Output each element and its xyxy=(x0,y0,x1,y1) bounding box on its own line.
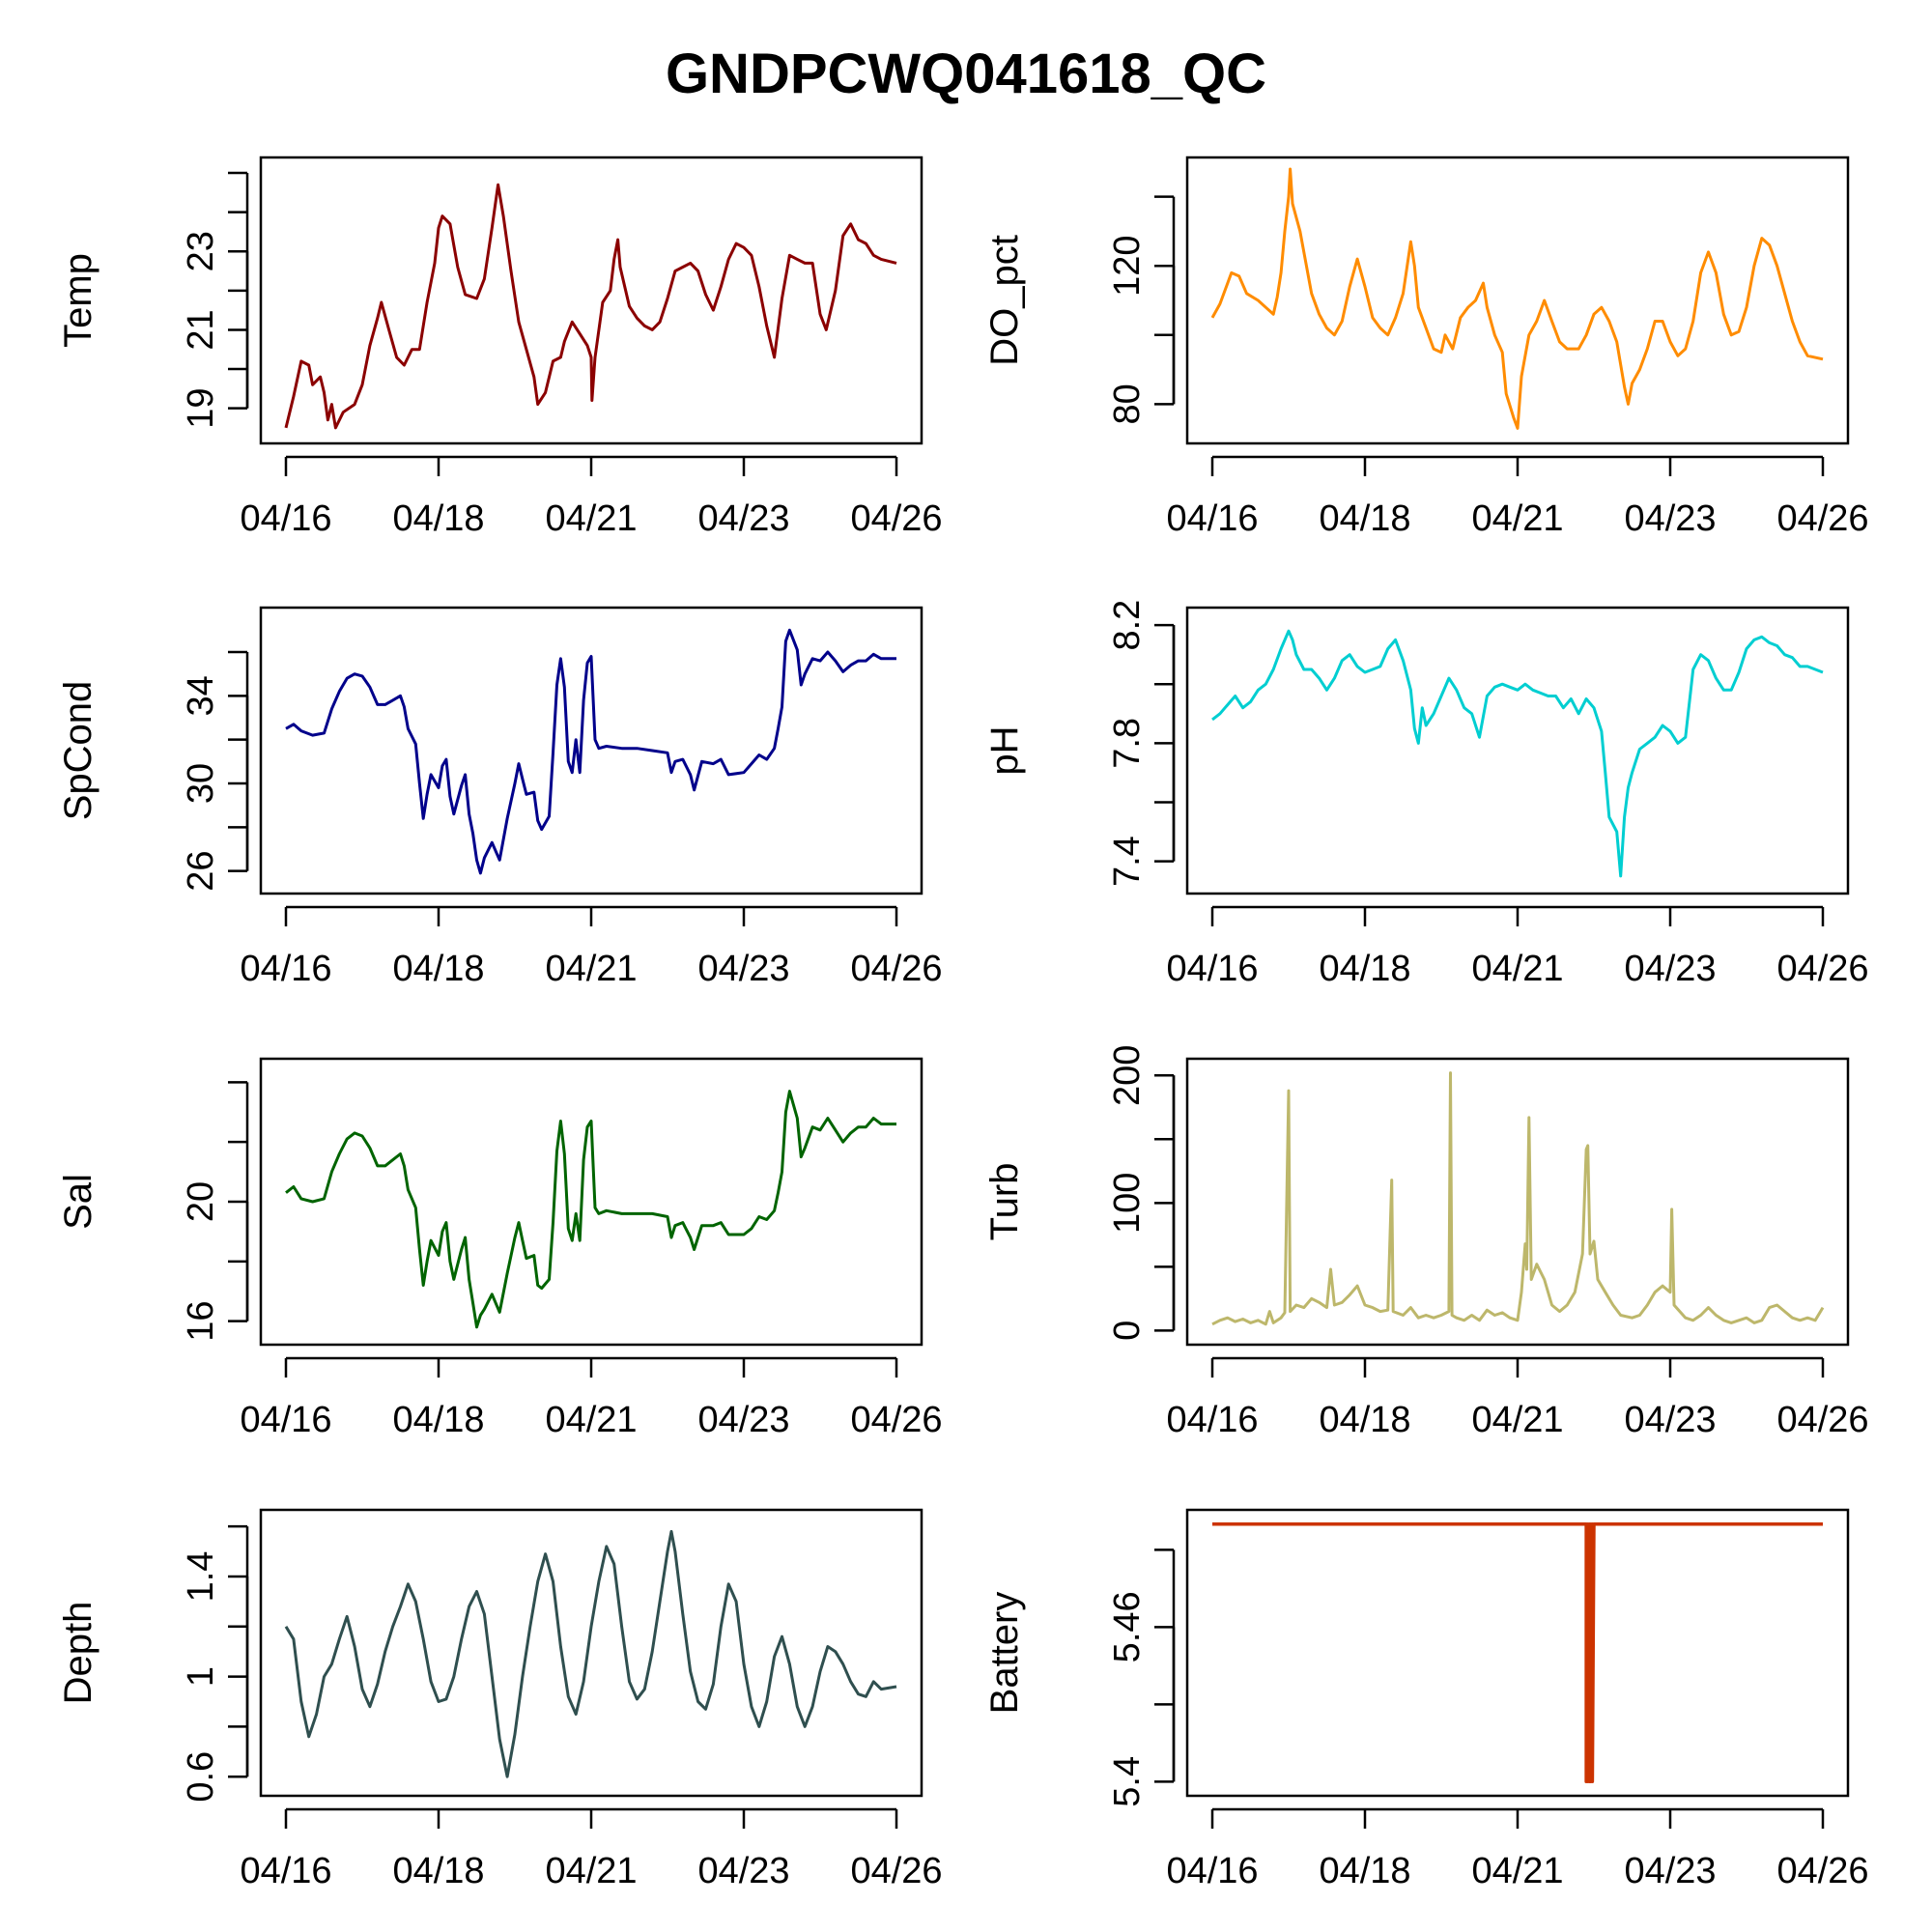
x-tick-label: 04/21 xyxy=(1471,1400,1563,1440)
plot-frame xyxy=(1185,156,1850,445)
x-tick-label: 04/16 xyxy=(1166,1400,1258,1440)
x-tick-label: 04/23 xyxy=(1624,949,1716,989)
x-tick-label: 04/18 xyxy=(1319,1851,1410,1891)
y-tick-label: 7.8 xyxy=(1107,718,1148,769)
x-tick-label: 04/18 xyxy=(1319,949,1410,989)
x-tick-label: 04/18 xyxy=(392,949,484,989)
panel-do-pct: 04/16 04/18 04/21 04/23 04/26 80 120 DO_pct xyxy=(983,156,1869,539)
y-axis-label: DO_pct xyxy=(983,235,1026,366)
x-tick-label: 04/21 xyxy=(1471,498,1563,539)
y-tick-label: 0 xyxy=(1107,1321,1148,1341)
y-tick-label: 34 xyxy=(181,675,221,716)
y-tick-label: 7.4 xyxy=(1107,836,1148,887)
plot-frame xyxy=(259,156,923,445)
series-line xyxy=(1211,629,1824,878)
panel-battery: 04/16 04/18 04/21 04/23 04/26 5.4 5.46 Battery xyxy=(983,1508,1869,1891)
panel-temp: 04/16 04/18 04/21 04/23 04/26 19 21 23 Temp xyxy=(57,156,943,539)
series-line xyxy=(284,183,897,430)
x-tick-label: 04/23 xyxy=(1624,1400,1716,1440)
y-axis-label: Temp xyxy=(57,253,99,348)
x-tick-label: 04/21 xyxy=(1471,1851,1563,1891)
panel-sal: 04/16 04/18 04/21 04/23 04/26 16 20 Sal xyxy=(57,1057,943,1440)
y-tick-label: 21 xyxy=(181,309,221,350)
x-tick-label: 04/16 xyxy=(1166,949,1258,989)
series-line xyxy=(284,1529,897,1778)
y-axis-label: Turb xyxy=(983,1163,1026,1241)
x-tick-label: 04/21 xyxy=(545,1400,637,1440)
panel-depth: 04/16 04/18 04/21 04/23 04/26 0.6 1 1.4 Depth xyxy=(57,1508,943,1891)
y-axis-label: pH xyxy=(983,725,1026,775)
series-line xyxy=(285,628,896,875)
x-tick-label: 04/21 xyxy=(545,498,637,539)
x-tick-label: 04/18 xyxy=(392,1400,484,1440)
x-tick-label: 04/16 xyxy=(240,1851,331,1891)
x-tick-label: 04/18 xyxy=(1319,1400,1410,1440)
x-tick-label: 04/18 xyxy=(392,498,484,539)
x-tick-label: 04/21 xyxy=(545,1851,637,1891)
chart-title: GNDPCWQ041618_QC xyxy=(665,43,1267,105)
x-tick-label: 04/16 xyxy=(1166,498,1258,539)
x-tick-label: 04/16 xyxy=(1166,1851,1258,1891)
y-tick-label: 23 xyxy=(181,231,221,271)
y-tick-label: 30 xyxy=(181,763,221,804)
y-tick-label: 8.2 xyxy=(1107,600,1148,651)
x-tick-label: 04/16 xyxy=(240,1400,331,1440)
y-tick-label: 1.4 xyxy=(181,1551,221,1603)
y-tick-label: 0.6 xyxy=(181,1751,221,1803)
panel-ph: 04/16 04/18 04/21 04/23 04/26 7.4 7.8 8.2 pH xyxy=(983,600,1869,989)
panel-turb: 04/16 04/18 04/21 04/23 04/26 0 100 200 Turb xyxy=(983,1045,1869,1440)
x-tick-label: 04/23 xyxy=(697,1400,789,1440)
plot-frame xyxy=(259,1057,923,1347)
x-tick-label: 04/21 xyxy=(545,949,637,989)
x-tick-label: 04/26 xyxy=(1776,949,1868,989)
series-line xyxy=(285,1090,896,1329)
x-tick-label: 04/26 xyxy=(1776,498,1868,539)
x-tick-label: 04/26 xyxy=(850,1400,942,1440)
x-tick-label: 04/26 xyxy=(850,949,942,989)
plot-frame xyxy=(1185,1508,1850,1798)
x-tick-label: 04/23 xyxy=(1624,498,1716,539)
y-tick-label: 200 xyxy=(1107,1045,1148,1106)
x-tick-label: 04/23 xyxy=(697,1851,789,1891)
y-axis-label: SpCond xyxy=(57,681,99,821)
panel-spcond: 04/16 04/18 04/21 04/23 04/26 26 30 34 SpCond xyxy=(57,606,943,989)
x-tick-label: 04/18 xyxy=(1319,498,1410,539)
y-tick-label: 26 xyxy=(181,851,221,892)
y-tick-label: 80 xyxy=(1107,384,1148,424)
plot-frame xyxy=(1185,606,1850,895)
x-tick-label: 04/23 xyxy=(1624,1851,1716,1891)
plot-frame xyxy=(259,606,923,895)
y-tick-label: 100 xyxy=(1107,1173,1148,1234)
x-tick-label: 04/16 xyxy=(240,498,331,539)
series-line xyxy=(1211,1071,1825,1326)
x-tick-label: 04/16 xyxy=(240,949,331,989)
x-tick-label: 04/26 xyxy=(850,498,942,539)
x-tick-label: 04/26 xyxy=(1776,1851,1868,1891)
x-tick-label: 04/26 xyxy=(850,1851,942,1891)
x-tick-label: 04/23 xyxy=(697,498,789,539)
y-tick-label: 16 xyxy=(181,1300,221,1341)
y-tick-label: 5.4 xyxy=(1107,1756,1148,1807)
y-tick-label: 1 xyxy=(181,1666,221,1687)
y-axis-label: Sal xyxy=(57,1174,99,1230)
x-tick-label: 04/18 xyxy=(392,1851,484,1891)
x-tick-label: 04/21 xyxy=(1471,949,1563,989)
series-line xyxy=(1210,167,1824,430)
x-tick-label: 04/26 xyxy=(1776,1400,1868,1440)
y-tick-label: 20 xyxy=(181,1181,221,1222)
y-axis-label: Depth xyxy=(57,1602,99,1705)
x-tick-label: 04/23 xyxy=(697,949,789,989)
y-axis-label: Battery xyxy=(983,1592,1026,1715)
y-tick-label: 120 xyxy=(1107,236,1148,297)
y-tick-label: 19 xyxy=(181,388,221,429)
plot-frame xyxy=(1185,1057,1850,1347)
series-line xyxy=(1212,1521,1823,1784)
plot-frame xyxy=(259,1508,923,1798)
y-tick-label: 5.46 xyxy=(1107,1591,1148,1662)
